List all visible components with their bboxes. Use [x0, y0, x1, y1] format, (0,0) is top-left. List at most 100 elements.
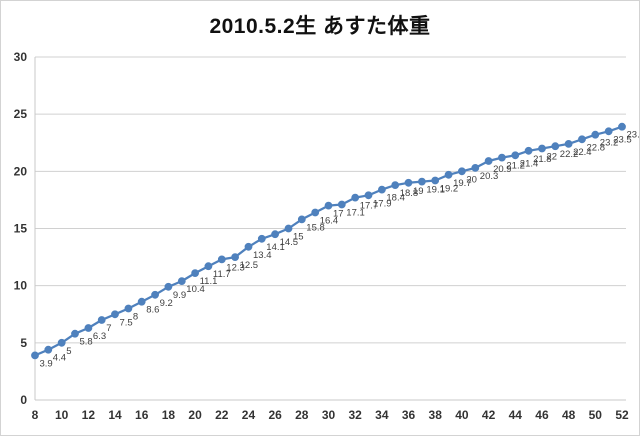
data-point-marker	[378, 185, 386, 194]
data-point-marker	[391, 181, 400, 190]
x-axis-tick-label: 38	[429, 408, 443, 422]
y-axis-tick-label: 5	[20, 336, 27, 350]
data-point-label: 19.7	[453, 178, 472, 189]
chart-title: 2010.5.2生 あすた体重	[209, 15, 431, 38]
x-axis-tick-label: 34	[375, 408, 389, 422]
data-point-label: 22	[547, 152, 558, 163]
x-axis-tick-label: 14	[108, 408, 122, 422]
data-point-marker	[57, 338, 66, 347]
data-point-marker	[431, 176, 440, 185]
data-point-label: 23.2	[600, 138, 619, 149]
x-axis-tick-label: 16	[135, 408, 149, 422]
data-point-marker	[71, 329, 79, 338]
data-point-marker	[44, 345, 53, 354]
data-point-marker	[137, 297, 146, 306]
data-point-label: 20.9	[493, 164, 512, 175]
data-point-label: 18.4	[386, 193, 405, 204]
y-axis-tick-label: 30	[14, 50, 28, 64]
data-point-marker	[97, 316, 106, 324]
x-axis-tick-label: 18	[162, 408, 176, 422]
data-point-marker	[591, 130, 600, 139]
data-point-label: 12.5	[240, 260, 259, 271]
x-axis-tick-label: 36	[402, 408, 416, 422]
x-axis-tick-label: 26	[268, 408, 282, 422]
x-axis-tick-label: 8	[32, 408, 39, 422]
data-point-label: 11.7	[213, 269, 231, 280]
data-point-marker	[244, 242, 253, 251]
x-axis-tick-label: 42	[482, 408, 496, 422]
data-point-marker	[444, 170, 453, 179]
data-point-label: 21.4	[520, 158, 539, 169]
data-point-marker	[324, 201, 333, 210]
data-point-marker	[164, 282, 173, 291]
data-point-label: 14.5	[280, 237, 299, 248]
data-point-marker	[297, 215, 306, 224]
data-point-label: 17.7	[360, 201, 379, 212]
data-point-label: 5	[66, 346, 71, 357]
x-axis-tick-label: 24	[242, 408, 256, 422]
y-axis-tick-label: 15	[14, 222, 28, 236]
data-point-label: 11.1	[200, 276, 218, 287]
data-point-label: 14.1	[266, 242, 285, 253]
data-point-label: 7.5	[120, 317, 133, 328]
x-axis-tick-label: 32	[349, 408, 363, 422]
data-point-label: 15	[293, 232, 304, 243]
data-point-label: 19.2	[440, 184, 459, 195]
data-point-marker	[191, 269, 200, 278]
x-axis-tick-label: 12	[82, 408, 96, 422]
data-point-marker	[204, 262, 213, 271]
data-point-label: 8.6	[146, 305, 159, 316]
data-point-label: 19.1	[426, 185, 445, 196]
data-point-marker	[284, 224, 293, 233]
data-point-label: 22.2	[560, 149, 579, 160]
y-axis-tick-label: 20	[14, 164, 28, 178]
x-axis-tick-label: 48	[562, 408, 576, 422]
data-point-marker	[351, 193, 360, 202]
x-axis-tick-label: 28	[295, 408, 309, 422]
data-point-label: 5.8	[80, 337, 93, 348]
data-point-marker	[551, 142, 560, 151]
data-point-label: 19	[413, 186, 424, 197]
x-axis-tick-label: 22	[215, 408, 229, 422]
data-point-label: 10.4	[186, 284, 205, 295]
x-axis-tick-label: 10	[55, 408, 69, 422]
data-point-marker	[604, 127, 613, 136]
data-point-marker	[418, 177, 426, 186]
data-point-marker	[484, 157, 493, 165]
data-point-marker	[458, 167, 466, 176]
x-axis-tick-label: 44	[509, 408, 523, 422]
x-axis-tick-label: 50	[589, 408, 603, 422]
data-point-marker	[578, 135, 586, 144]
data-point-label: 13.4	[253, 250, 272, 261]
y-axis-tick-label: 10	[14, 279, 28, 293]
data-point-label: 22.4	[573, 147, 592, 158]
data-point-label: 17	[333, 209, 344, 220]
x-axis-tick-label: 20	[188, 408, 202, 422]
data-point-label: 20	[466, 174, 477, 185]
x-axis-tick-label: 46	[535, 408, 549, 422]
data-point-marker	[511, 151, 520, 160]
x-axis-tick-label: 52	[615, 408, 629, 422]
data-point-marker	[538, 144, 546, 153]
data-point-label: 3.9	[40, 358, 53, 369]
y-axis-tick-label: 25	[14, 107, 28, 121]
data-point-label: 23.9	[627, 130, 640, 141]
data-point-marker	[337, 200, 346, 209]
data-point-marker	[124, 304, 133, 313]
data-point-marker	[257, 234, 266, 243]
data-point-label: 22.8	[587, 142, 606, 153]
data-point-marker	[31, 351, 39, 360]
data-point-marker	[84, 324, 93, 332]
x-axis-tick-label: 40	[455, 408, 469, 422]
data-point-label: 20.3	[480, 171, 499, 182]
data-point-label: 12.3	[226, 262, 245, 273]
data-point-label: 16.4	[320, 216, 339, 227]
data-point-label: 4.4	[53, 353, 66, 364]
data-point-marker	[271, 230, 280, 239]
data-point-marker	[564, 140, 573, 148]
data-point-label: 15.8	[306, 222, 325, 233]
data-point-marker	[151, 290, 160, 299]
data-point-label: 17.9	[373, 198, 392, 209]
